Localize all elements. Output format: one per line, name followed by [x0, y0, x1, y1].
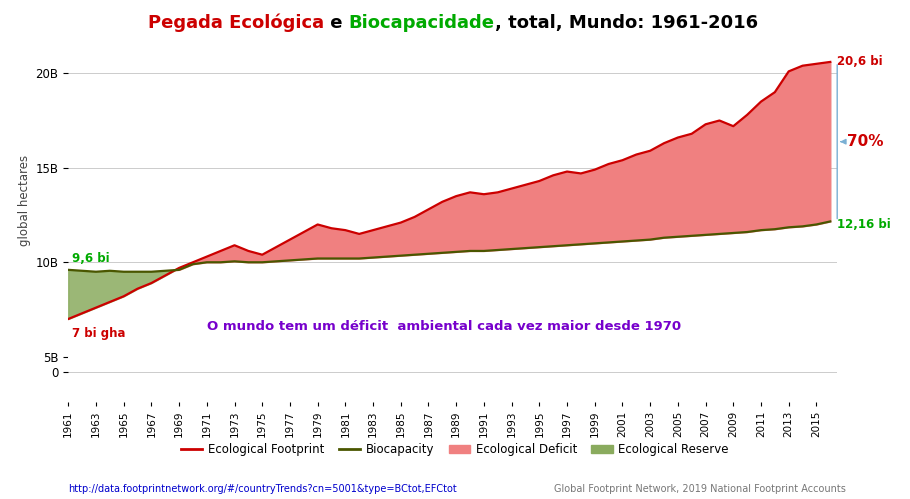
Text: e: e [324, 14, 349, 32]
Text: 7 bi gha: 7 bi gha [73, 327, 126, 340]
Text: 12,16 bi: 12,16 bi [837, 218, 891, 231]
Text: 9,6 bi: 9,6 bi [73, 252, 110, 265]
Legend: Ecological Footprint, Biocapacity, Ecological Deficit, Ecological Reserve: Ecological Footprint, Biocapacity, Ecolo… [177, 438, 733, 461]
Text: http://data.footprintnetwork.org/#/countryTrends?cn=5001&type=BCtot,EFCtot: http://data.footprintnetwork.org/#/count… [68, 484, 457, 494]
Y-axis label: global hectares: global hectares [18, 155, 31, 247]
Text: Pegada Ecológica: Pegada Ecológica [147, 14, 324, 32]
Text: , total, Mundo: 1961-2016: , total, Mundo: 1961-2016 [495, 14, 758, 32]
Text: O mundo tem um déficit  ambiental cada vez maior desde 1970: O mundo tem um déficit ambiental cada ve… [207, 320, 681, 333]
Text: 70%: 70% [841, 134, 884, 149]
Text: 20,6 bi: 20,6 bi [837, 55, 883, 68]
Text: Global Footprint Network, 2019 National Footprint Accounts: Global Footprint Network, 2019 National … [554, 484, 846, 494]
Text: Biocapacidade: Biocapacidade [349, 14, 495, 32]
